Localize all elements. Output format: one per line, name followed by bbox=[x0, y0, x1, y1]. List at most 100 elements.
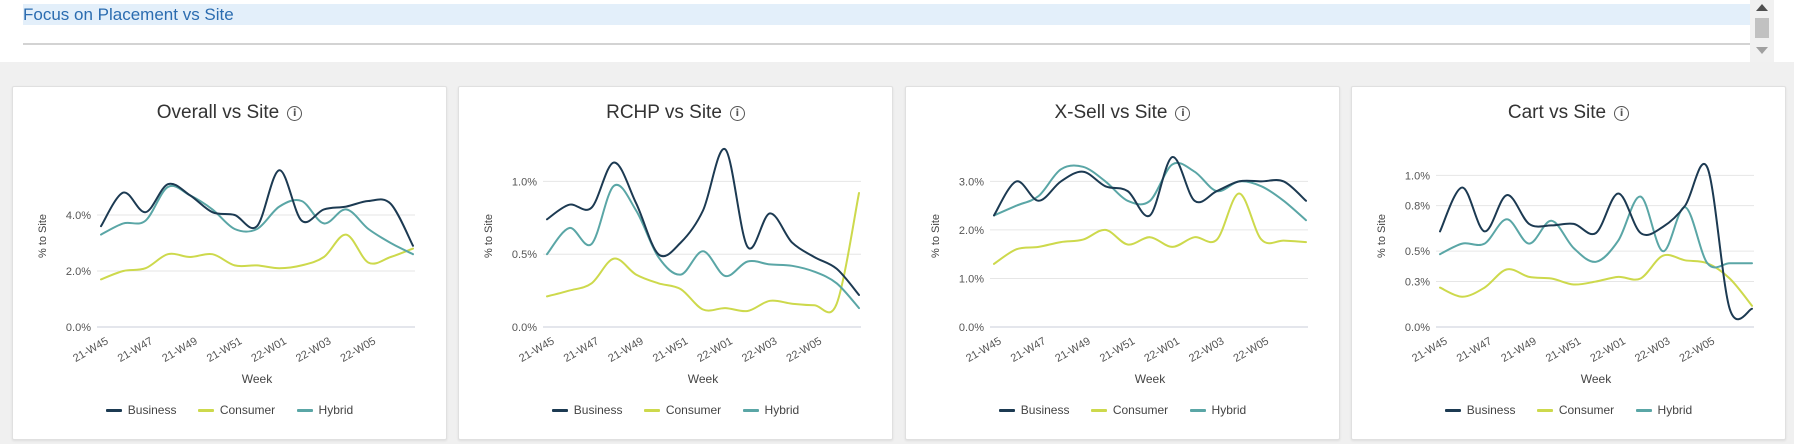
legend-item-consumer[interactable]: Consumer bbox=[1536, 402, 1615, 418]
legend-swatch-consumer bbox=[197, 409, 214, 413]
legend-label: Consumer bbox=[665, 403, 722, 417]
legend-item-business[interactable]: Business bbox=[551, 402, 623, 418]
x-tick-label: 21-W51 bbox=[205, 335, 244, 365]
legend-label: Hybrid bbox=[764, 403, 800, 417]
x-tick-label: 21-W51 bbox=[1098, 335, 1137, 365]
x-tick-label: 21-W47 bbox=[1455, 335, 1494, 365]
series-line-business[interactable] bbox=[1439, 163, 1753, 321]
chart-title: Overall vs Site bbox=[156, 102, 280, 123]
scroll-up-icon[interactable] bbox=[1756, 4, 1768, 11]
legend-item-hybrid[interactable]: Hybrid bbox=[1189, 402, 1246, 418]
series-line-hybrid[interactable] bbox=[993, 161, 1307, 222]
rchp-chart-card: RCHP vs Site i 0.0% 0.5% 1.0% % to Site 21-W4… bbox=[458, 86, 893, 440]
series-line-hybrid[interactable] bbox=[546, 183, 860, 310]
chart-title-row: X-Sell vs Site i bbox=[906, 101, 1339, 125]
legend-item-consumer[interactable]: Consumer bbox=[643, 402, 722, 418]
chart-legend: Business Consumer Hybrid bbox=[1352, 402, 1785, 418]
y-tick-label: 0.0% bbox=[66, 322, 91, 334]
series-line-consumer[interactable] bbox=[1439, 253, 1753, 307]
y-tick-label: 1.0% bbox=[959, 273, 984, 285]
y-tick-label: 2.0% bbox=[959, 225, 984, 237]
legend-swatch-consumer bbox=[643, 409, 660, 413]
y-tick-label: 0.3% bbox=[1405, 277, 1430, 289]
info-icon[interactable]: i bbox=[1175, 106, 1191, 121]
legend-item-hybrid[interactable]: Hybrid bbox=[1635, 402, 1693, 418]
x-tick-label: 21-W51 bbox=[651, 335, 690, 365]
y-axis-label: % to Site bbox=[37, 214, 49, 258]
info-icon[interactable]: i bbox=[729, 106, 745, 121]
series-line-consumer[interactable] bbox=[546, 192, 860, 314]
xsell-chart-card: X-Sell vs Site i 0.0% 1.0% 2.0% 3.0% % to Sit… bbox=[905, 86, 1340, 440]
legend-swatch-hybrid bbox=[296, 409, 313, 413]
cart-chart-card: Cart vs Site i 0.0% 0.3% 0.5% 0.8% 1.0% % to S… bbox=[1351, 86, 1786, 440]
info-icon[interactable]: i bbox=[287, 106, 303, 121]
x-tick-label: 22-W01 bbox=[1588, 335, 1627, 365]
y-tick-label: 4.0% bbox=[66, 210, 91, 222]
y-tick-label: 1.0% bbox=[1405, 170, 1430, 182]
x-tick-label: 22-W05 bbox=[1232, 335, 1271, 365]
legend-label: Business bbox=[573, 403, 623, 417]
x-axis-label: Week bbox=[242, 372, 273, 386]
legend-item-consumer[interactable]: Consumer bbox=[197, 402, 276, 418]
series-line-consumer[interactable] bbox=[993, 192, 1307, 265]
y-tick-label: 0.8% bbox=[1405, 201, 1430, 213]
y-axis-label: % to Site bbox=[930, 214, 942, 258]
legend-label: Business bbox=[1466, 403, 1516, 417]
x-axis-label: Week bbox=[688, 372, 719, 386]
x-tick-label: 21-W45 bbox=[1410, 335, 1449, 365]
scroll-down-icon[interactable] bbox=[1756, 47, 1768, 54]
legend-label: Consumer bbox=[219, 403, 276, 417]
series-line-business[interactable] bbox=[993, 156, 1307, 218]
scroll-thumb[interactable] bbox=[1755, 18, 1769, 38]
chart-legend: Business Consumer Hybrid bbox=[906, 402, 1339, 418]
x-tick-label: 22-W01 bbox=[249, 335, 288, 365]
series-line-hybrid[interactable] bbox=[1439, 195, 1753, 269]
y-tick-label: 0.0% bbox=[959, 322, 984, 334]
legend-label: Hybrid bbox=[1657, 403, 1693, 417]
x-tick-label: 21-W45 bbox=[71, 335, 110, 365]
y-tick-label: 0.5% bbox=[1405, 246, 1430, 258]
legend-label: Business bbox=[127, 403, 177, 417]
x-tick-label: 22-W03 bbox=[1187, 335, 1226, 365]
x-tick-label: 22-W01 bbox=[695, 335, 734, 365]
x-tick-label: 21-W47 bbox=[562, 335, 601, 365]
legend-item-business[interactable]: Business bbox=[998, 402, 1069, 418]
y-axis-label: % to Site bbox=[1376, 214, 1388, 258]
x-tick-label: 22-W05 bbox=[785, 335, 824, 365]
chart-title: RCHP vs Site bbox=[606, 102, 722, 123]
legend-item-business[interactable]: Business bbox=[105, 402, 177, 418]
series-line-business[interactable] bbox=[546, 148, 860, 296]
legend-swatch-consumer bbox=[1090, 409, 1107, 413]
legend-item-consumer[interactable]: Consumer bbox=[1090, 402, 1168, 418]
x-tick-label: 21-W49 bbox=[606, 335, 645, 365]
chart-title-row: Cart vs Site i bbox=[1352, 101, 1785, 125]
x-tick-label: 22-W05 bbox=[339, 335, 378, 365]
section-divider bbox=[23, 43, 1770, 45]
legend-swatch-consumer bbox=[1536, 409, 1553, 413]
y-tick-label: 3.0% bbox=[959, 176, 984, 188]
x-tick-label: 21-W45 bbox=[964, 335, 1003, 365]
legend-swatch-business bbox=[998, 409, 1015, 413]
chart-title: Cart vs Site bbox=[1507, 102, 1607, 123]
series-line-hybrid[interactable] bbox=[100, 185, 414, 256]
legend-item-business[interactable]: Business bbox=[1444, 402, 1516, 418]
chart-title-row: RCHP vs Site i bbox=[459, 101, 892, 125]
legend-swatch-hybrid bbox=[742, 409, 759, 413]
series-line-consumer[interactable] bbox=[100, 233, 414, 281]
info-icon[interactable]: i bbox=[1614, 106, 1630, 121]
chart-legend: Business Consumer Hybrid bbox=[13, 402, 446, 418]
section-title: Focus on Placement vs Site bbox=[23, 4, 1770, 25]
x-tick-label: 21-W47 bbox=[116, 335, 155, 365]
legend-label: Consumer bbox=[1558, 403, 1615, 417]
overall-chart-card: Overall vs Site i 0.0% 2.0% 4.0% % to Site 21… bbox=[12, 86, 447, 440]
section-scrollbar[interactable] bbox=[1750, 0, 1774, 62]
chart-title: X-Sell vs Site bbox=[1054, 102, 1168, 123]
legend-item-hybrid[interactable]: Hybrid bbox=[296, 402, 353, 418]
y-tick-label: 0.5% bbox=[512, 249, 537, 261]
legend-swatch-hybrid bbox=[1635, 409, 1652, 413]
x-axis-label: Week bbox=[1581, 372, 1612, 386]
legend-item-hybrid[interactable]: Hybrid bbox=[742, 402, 800, 418]
series-line-business[interactable] bbox=[100, 169, 414, 247]
x-tick-label: 22-W05 bbox=[1678, 335, 1717, 365]
